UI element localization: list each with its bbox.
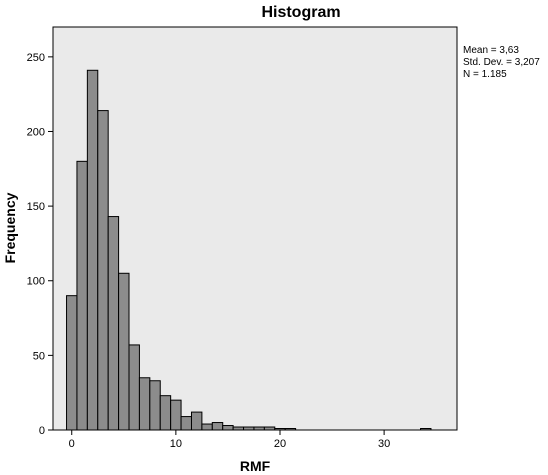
- histogram-bar: [211, 422, 224, 431]
- y-axis: 0 50 100 150 200 250: [27, 52, 53, 437]
- x-tick-label: 0: [69, 438, 75, 450]
- bars-group: [66, 69, 432, 431]
- histogram-bar: [243, 426, 255, 431]
- histogram-bar: [190, 411, 203, 431]
- x-tick-label: 20: [274, 438, 286, 450]
- histogram-bar: [232, 426, 245, 431]
- histogram-bar: [138, 377, 151, 431]
- histogram-bar: [118, 272, 130, 431]
- stats-std-dev: Std. Dev. = 3,207: [463, 57, 540, 68]
- histogram-bar: [201, 423, 213, 431]
- histogram-bar: [274, 428, 286, 431]
- histogram-bar: [107, 216, 120, 431]
- histogram-bar: [128, 344, 140, 431]
- histogram-bar: [76, 160, 88, 431]
- histogram-bar: [180, 416, 192, 431]
- chart-title: Histogram: [261, 4, 340, 21]
- histogram-bar: [420, 428, 432, 431]
- y-tick-label: 0: [39, 425, 45, 437]
- stats-n: N = 1.185: [463, 69, 507, 80]
- histogram-bar: [170, 399, 182, 431]
- histogram-bar: [263, 426, 276, 431]
- histogram-bar: [149, 380, 161, 431]
- x-axis-title: RMF: [240, 458, 271, 474]
- y-tick-label: 250: [27, 52, 45, 64]
- histogram-bar: [159, 395, 172, 431]
- histogram-bar: [284, 428, 297, 431]
- y-tick-label: 100: [27, 276, 45, 288]
- histogram-bar: [66, 295, 78, 431]
- y-axis-title: Frequency: [2, 192, 18, 263]
- stats-mean: Mean = 3,63: [463, 45, 519, 56]
- histogram-bar: [222, 425, 234, 431]
- x-tick-label: 10: [170, 438, 182, 450]
- histogram-bar: [97, 110, 109, 431]
- x-axis: 0 10 20 30: [69, 430, 390, 450]
- y-tick-label: 150: [27, 201, 45, 213]
- x-tick-label: 30: [378, 438, 390, 450]
- histogram-bar: [86, 69, 99, 431]
- y-tick-label: 200: [27, 126, 45, 138]
- histogram-bar: [253, 426, 265, 431]
- y-tick-label: 50: [33, 350, 45, 362]
